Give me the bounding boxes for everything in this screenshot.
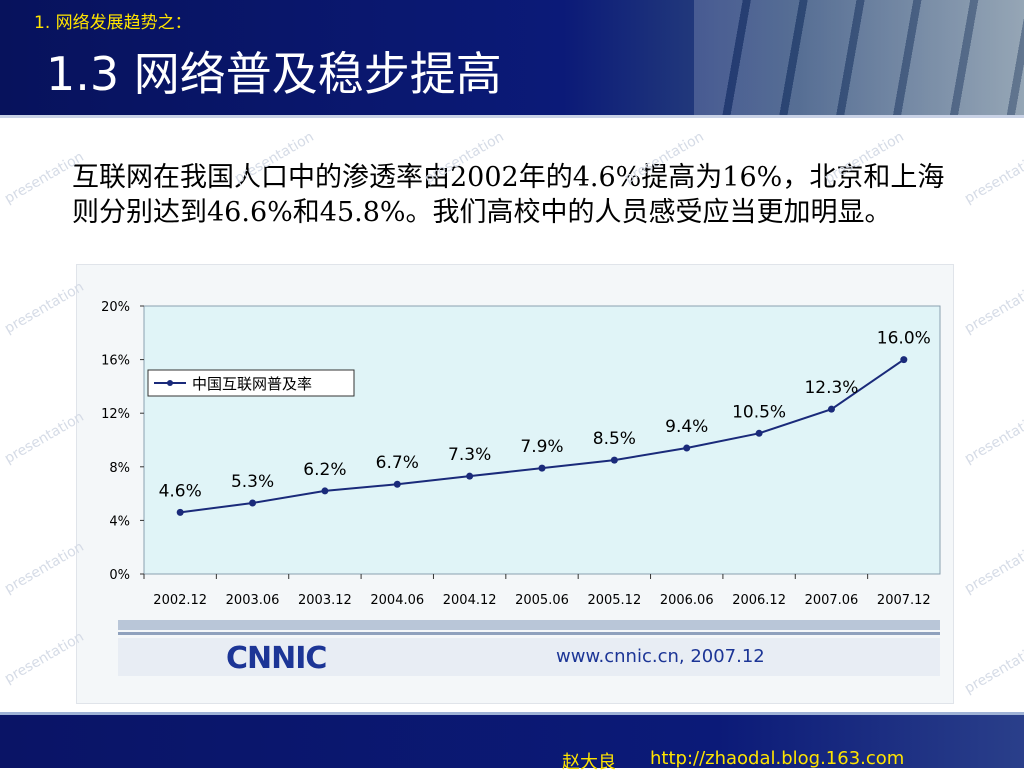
legend-label: 中国互联网普及率: [192, 375, 312, 393]
data-point: [827, 405, 835, 413]
y-tick-label: 20%: [101, 300, 130, 315]
data-point: [900, 356, 908, 364]
data-label: 4.6%: [159, 481, 202, 501]
data-point: [683, 444, 691, 452]
y-tick-label: 4%: [109, 514, 130, 529]
data-label: 9.4%: [665, 417, 708, 437]
y-tick-label: 0%: [109, 568, 130, 583]
data-point: [466, 472, 474, 480]
x-tick-label: 2006.06: [660, 593, 714, 608]
data-points: [176, 356, 908, 516]
slide-footer: [0, 715, 1024, 768]
watermark-text: presentation: [1, 628, 87, 688]
data-point: [755, 429, 763, 437]
data-label: 16.0%: [877, 329, 931, 349]
watermark-text: presentation: [961, 408, 1024, 468]
x-tick-label: 2003.06: [226, 593, 280, 608]
data-label: 6.7%: [376, 453, 419, 473]
header-divider: [0, 115, 1024, 118]
data-label: 7.9%: [520, 437, 563, 457]
data-point: [176, 508, 184, 516]
y-tick-label: 16%: [101, 354, 130, 369]
chart-footer-band: CNNIC www.cnnic.cn, 2007.12: [118, 620, 940, 676]
y-axis: 0% 4% 8% 12% 16% 20%: [101, 300, 144, 583]
data-label: 10.5%: [732, 402, 786, 422]
x-tick-label: 2005.06: [515, 593, 569, 608]
section-subtitle: 1. 网络发展趋势之：: [34, 13, 192, 33]
x-tick-label: 2007.12: [877, 593, 931, 608]
data-label: 5.3%: [231, 472, 274, 492]
legend-marker: [167, 380, 173, 386]
x-axis: 2002.12 2003.06 2003.12 2004.06 2004.12 2005.…: [143, 574, 931, 608]
x-tick-label: 2006.12: [732, 593, 786, 608]
body-paragraph: 互联网在我国人口中的渗透率由2002年的4.6%提高为16%，北京和上海则分别达…: [72, 162, 945, 228]
keyboard-background-image: [694, 0, 1024, 115]
x-tick-label: 2007.06: [805, 593, 859, 608]
footer-stripe: [0, 712, 1024, 716]
data-label: 8.5%: [593, 429, 636, 449]
data-point: [249, 499, 257, 507]
data-label: 12.3%: [804, 378, 858, 398]
source-text: www.cnnic.cn, 2007.12: [556, 646, 765, 667]
legend-box: 中国互联网普及率: [147, 369, 355, 397]
cnnic-logo: CNNIC: [226, 641, 326, 676]
internet-penetration-chart: 0%4%8%12%16%20% 2002.12 2003.06 2003.12 200…: [101, 300, 941, 676]
footer-author: 赵大良: [562, 752, 616, 773]
y-tick-label: 8%: [109, 461, 130, 476]
y-tick-label: 12%: [101, 407, 130, 422]
data-point: [538, 464, 546, 472]
data-label: 6.2%: [303, 460, 346, 480]
slide-header: [0, 0, 1024, 115]
slide-title: 1.3 网络普及稳步提高: [46, 47, 502, 101]
watermark-text: presentation: [961, 538, 1024, 598]
x-tick-label: 2002.12: [153, 593, 207, 608]
watermark-text: presentation: [1, 278, 87, 338]
watermark-text: presentation: [1, 538, 87, 598]
data-point: [393, 480, 401, 488]
watermark-text: presentation: [1, 408, 87, 468]
plot-area: [143, 305, 941, 575]
data-point: [321, 487, 329, 495]
x-tick-label: 2004.12: [443, 593, 497, 608]
data-labels: 4.6% 5.3% 6.2% 6.7% 7.3% 7.9% 8.5% 9.4% 10.5% 12.…: [159, 329, 931, 502]
data-point: [610, 456, 618, 464]
x-tick-label: 2004.06: [370, 593, 424, 608]
watermark-text: presentation: [961, 638, 1024, 698]
watermark-text: presentation: [961, 148, 1024, 208]
x-tick-label: 2005.12: [587, 593, 641, 608]
footer-url: http://zhaodal.blog.163.com: [650, 748, 905, 769]
x-tick-label: 2003.12: [298, 593, 352, 608]
data-label: 7.3%: [448, 445, 491, 465]
watermark-text: presentation: [961, 278, 1024, 338]
